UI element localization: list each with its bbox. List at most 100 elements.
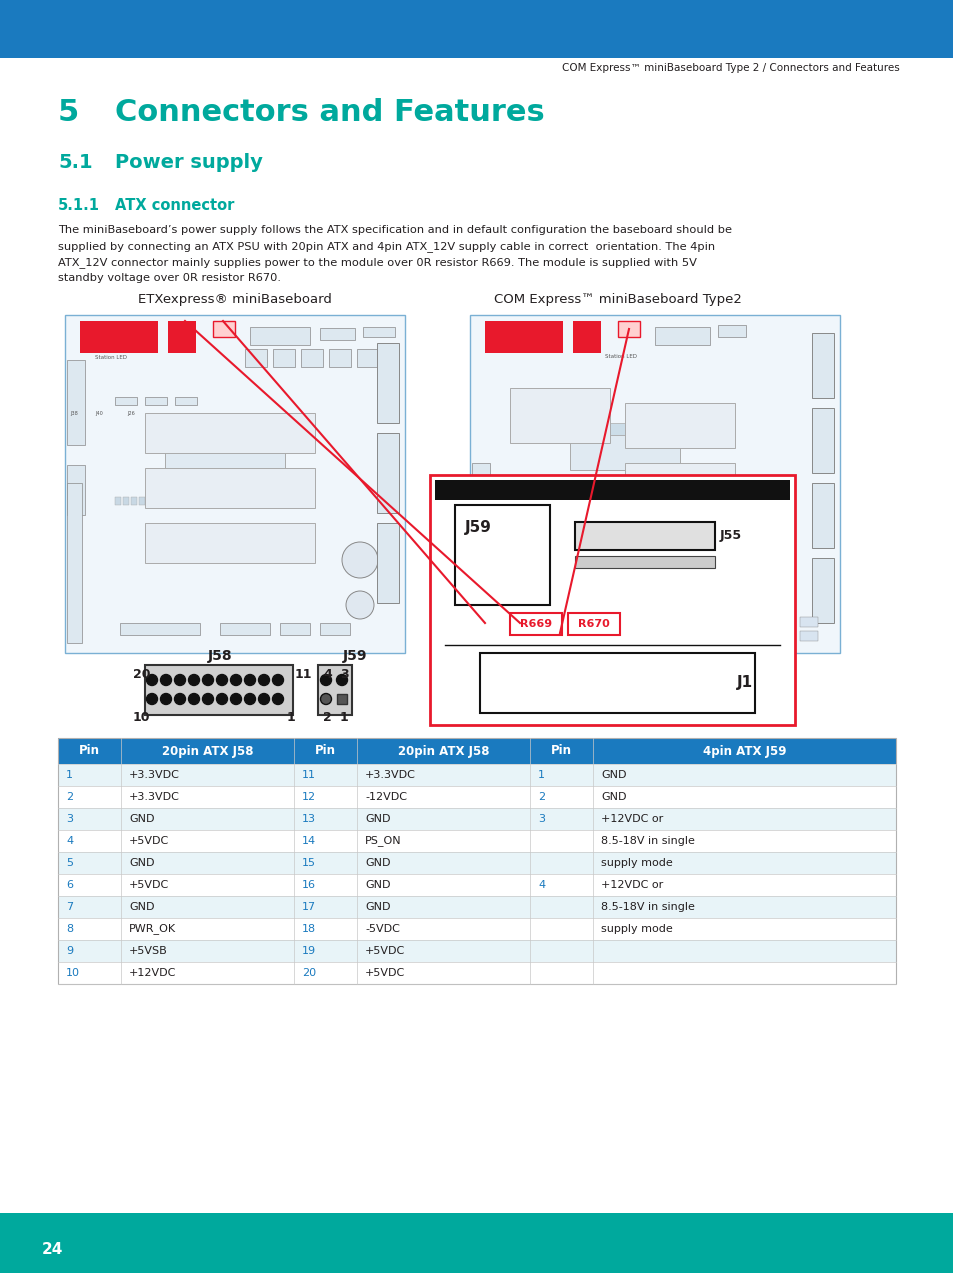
Bar [273, 349, 294, 367]
Text: +3.3VDC: +3.3VDC [129, 770, 180, 780]
Text: J1: J1 [736, 676, 752, 690]
Circle shape [216, 694, 227, 704]
Text: Station LED: Station LED [95, 355, 127, 360]
Text: 9: 9 [66, 946, 73, 956]
Text: 20: 20 [302, 967, 315, 978]
Text: GND: GND [129, 813, 154, 824]
Bar [58, 764, 895, 785]
Text: +3.3VDC: +3.3VDC [365, 770, 416, 780]
Bar [319, 328, 355, 340]
Text: 20: 20 [132, 668, 151, 681]
Text: GND: GND [129, 903, 154, 911]
Text: 20pin ATX J58: 20pin ATX J58 [397, 745, 489, 757]
Text: COM Express™ miniBaseboard Type 2 / Connectors and Features: COM Express™ miniBaseboard Type 2 / Conn… [561, 62, 899, 73]
Bar [205, 428, 265, 440]
Circle shape [751, 542, 787, 578]
Bar [194, 496, 201, 505]
Bar [543, 496, 550, 505]
Circle shape [336, 675, 347, 685]
Bar [624, 463, 734, 508]
Text: R670: R670 [578, 619, 609, 629]
Bar [664, 622, 695, 635]
Bar [250, 327, 310, 345]
Text: Power supply: Power supply [115, 153, 263, 172]
Circle shape [174, 694, 185, 704]
Bar [510, 614, 561, 635]
Bar [174, 397, 196, 405]
Bar [527, 496, 534, 505]
Text: J38: J38 [70, 411, 77, 416]
Circle shape [189, 694, 199, 704]
Text: PWR_OK: PWR_OK [129, 923, 176, 934]
Circle shape [147, 675, 157, 685]
Bar [145, 412, 314, 453]
Bar [573, 321, 600, 353]
Text: GND: GND [365, 813, 390, 824]
Text: Pin: Pin [79, 745, 100, 757]
Text: 18: 18 [302, 924, 315, 934]
Text: GND: GND [600, 770, 626, 780]
Bar [356, 349, 378, 367]
Bar [147, 496, 152, 505]
Bar [376, 523, 398, 603]
Text: GND: GND [365, 880, 390, 890]
Bar [319, 622, 350, 635]
Bar [317, 665, 352, 715]
FancyBboxPatch shape [0, 0, 953, 59]
Bar [115, 397, 137, 405]
Bar [751, 617, 769, 628]
Bar [0, 0, 953, 31]
Text: 3: 3 [339, 668, 348, 681]
Bar [624, 404, 734, 448]
Bar [519, 397, 541, 405]
Bar [472, 463, 490, 593]
Bar [455, 505, 550, 605]
Text: 13: 13 [302, 813, 315, 824]
FancyBboxPatch shape [0, 1213, 953, 1273]
Bar [575, 556, 714, 568]
Circle shape [273, 694, 283, 704]
Text: +5VDC: +5VDC [365, 967, 405, 978]
Bar [567, 496, 574, 505]
Bar [727, 631, 745, 642]
Bar [510, 388, 609, 443]
Bar [58, 738, 895, 764]
Bar [550, 397, 572, 405]
Bar [559, 496, 565, 505]
Bar [213, 321, 234, 337]
Text: supply mode: supply mode [600, 924, 672, 934]
Bar [329, 349, 351, 367]
Text: 2: 2 [537, 792, 544, 802]
Text: GND: GND [600, 792, 626, 802]
Bar [811, 334, 833, 398]
Circle shape [258, 694, 269, 704]
Bar [583, 496, 589, 505]
Bar [552, 496, 558, 505]
Text: 2: 2 [66, 792, 73, 802]
Bar [576, 496, 581, 505]
Text: J59: J59 [464, 519, 492, 535]
Text: 4: 4 [66, 836, 73, 847]
Circle shape [273, 675, 283, 685]
Text: ATX connector: ATX connector [115, 199, 234, 213]
Bar [301, 349, 323, 367]
Text: 3: 3 [66, 813, 73, 824]
Text: Connectors and Features: Connectors and Features [115, 98, 544, 127]
Bar [800, 617, 817, 628]
Bar [145, 665, 293, 715]
Text: +3.3VDC: +3.3VDC [129, 792, 180, 802]
Bar [58, 738, 895, 984]
Text: 15: 15 [302, 858, 315, 868]
Bar [727, 617, 745, 628]
Bar [65, 314, 405, 653]
Text: 6: 6 [66, 880, 73, 890]
Bar [435, 480, 789, 500]
Bar [775, 631, 793, 642]
Bar [80, 321, 158, 353]
Text: Pin: Pin [551, 745, 572, 757]
Text: GND: GND [365, 858, 390, 868]
Text: 1: 1 [339, 712, 349, 724]
Text: 8: 8 [66, 924, 73, 934]
Circle shape [231, 694, 241, 704]
Text: J55: J55 [720, 530, 741, 542]
